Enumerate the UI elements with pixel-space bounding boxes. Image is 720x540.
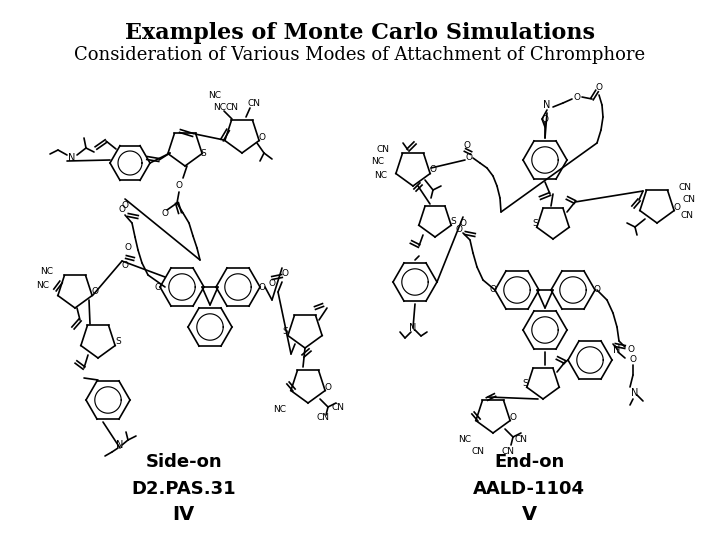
Text: N: N	[631, 388, 639, 398]
Text: O: O	[161, 210, 168, 219]
Text: CN: CN	[515, 435, 528, 444]
Text: CN: CN	[225, 104, 238, 112]
Text: O: O	[125, 242, 132, 252]
Text: NC: NC	[209, 91, 222, 99]
Text: O: O	[122, 200, 128, 210]
Text: V: V	[521, 504, 537, 524]
Text: O: O	[282, 268, 289, 278]
Text: CN: CN	[472, 447, 485, 456]
Text: N: N	[117, 440, 124, 450]
Text: O: O	[628, 345, 634, 354]
Text: Examples of Monte Carlo Simulations: Examples of Monte Carlo Simulations	[125, 22, 595, 44]
Text: S: S	[450, 218, 456, 226]
Text: S: S	[200, 148, 206, 158]
Text: CN: CN	[502, 447, 515, 456]
Text: O: O	[119, 206, 125, 214]
Text: N: N	[544, 100, 551, 110]
Text: AALD-1104: AALD-1104	[473, 480, 585, 498]
Text: CN: CN	[248, 99, 261, 109]
Text: O: O	[258, 282, 266, 292]
Text: CN: CN	[331, 402, 344, 411]
Text: O: O	[91, 287, 99, 296]
Text: N: N	[409, 323, 417, 333]
Text: Consideration of Various Modes of Attachment of Chromphore: Consideration of Various Modes of Attach…	[74, 46, 646, 64]
Text: NC: NC	[374, 172, 387, 180]
Text: NC: NC	[40, 267, 53, 276]
Text: O: O	[155, 282, 161, 292]
Text: NC: NC	[274, 406, 287, 415]
Text: O: O	[673, 202, 680, 212]
Text: O: O	[593, 286, 600, 294]
Text: O: O	[456, 225, 462, 233]
Text: NC: NC	[214, 103, 227, 111]
Text: N: N	[68, 153, 76, 163]
Text: S: S	[522, 380, 528, 388]
Text: O: O	[629, 354, 636, 363]
Text: S: S	[532, 219, 538, 228]
Text: Side-on: Side-on	[145, 453, 222, 471]
Text: O: O	[490, 286, 497, 294]
Text: CN: CN	[683, 194, 696, 204]
Text: O: O	[464, 141, 470, 151]
Text: End-on: End-on	[494, 453, 564, 471]
Text: O: O	[258, 132, 266, 141]
Text: O: O	[459, 219, 467, 227]
Text: O: O	[595, 83, 603, 91]
Text: N: N	[613, 345, 621, 355]
Text: CN: CN	[680, 211, 693, 219]
Text: O: O	[122, 260, 128, 269]
Text: O: O	[541, 116, 549, 125]
Text: S: S	[115, 338, 121, 347]
Text: CN: CN	[377, 145, 390, 154]
Text: CN: CN	[678, 183, 691, 192]
Text: S: S	[282, 327, 288, 336]
Text: NC: NC	[37, 280, 50, 289]
Text: O: O	[325, 382, 331, 392]
Text: O: O	[466, 153, 472, 163]
Text: NC: NC	[372, 158, 384, 166]
Text: O: O	[430, 165, 436, 174]
Text: CN: CN	[317, 413, 330, 422]
Text: D2.PAS.31: D2.PAS.31	[131, 480, 236, 498]
Text: IV: IV	[173, 504, 194, 524]
Text: NC: NC	[459, 435, 472, 444]
Text: O: O	[269, 279, 276, 287]
Text: O: O	[176, 181, 182, 191]
Text: O: O	[574, 92, 580, 102]
Text: O: O	[510, 413, 516, 422]
